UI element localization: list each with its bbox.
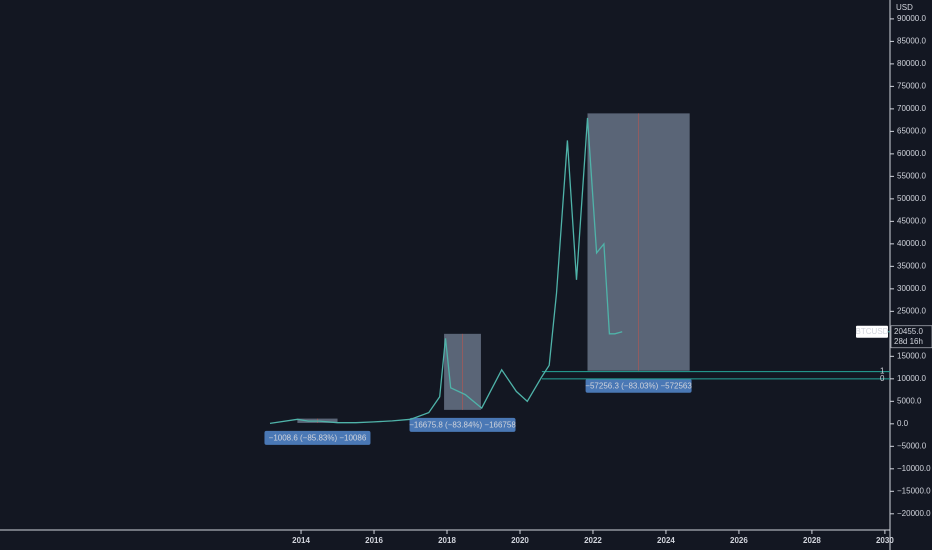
- range-label-box: [409, 417, 516, 432]
- y-tick-label: 0.0: [897, 419, 909, 428]
- symbol-tag: [856, 325, 888, 338]
- x-tick-label: 2020: [511, 536, 529, 545]
- x-tick-label: 2026: [730, 536, 748, 545]
- y-tick-label: 55000.0: [897, 171, 926, 180]
- level-label: 0: [880, 374, 885, 383]
- y-tick-label: 30000.0: [897, 284, 926, 293]
- y-tick-label: −5000.0: [897, 441, 927, 450]
- price-tag: [890, 325, 932, 349]
- range-label-box: [585, 378, 692, 393]
- y-tick-label: 70000.0: [897, 104, 926, 113]
- y-tick-label: −10000.0: [897, 464, 931, 473]
- x-tick-label: 2028: [803, 536, 821, 545]
- price-line: [269, 117, 623, 425]
- y-tick-label: 85000.0: [897, 37, 926, 46]
- y-tick-label: 40000.0: [897, 239, 926, 248]
- y-tick-label: 50000.0: [897, 194, 926, 203]
- y-tick-label: 15000.0: [897, 351, 926, 360]
- y-tick-label: 75000.0: [897, 81, 926, 90]
- level-label: 1: [880, 367, 885, 376]
- y-axis-label: USD: [896, 3, 913, 12]
- x-tick-label: 2030: [876, 536, 894, 545]
- last-price-label: 20455.0: [894, 327, 923, 336]
- y-tick-label: 25000.0: [897, 306, 926, 315]
- y-tick-label: 65000.0: [897, 126, 926, 135]
- range-label-box: [264, 430, 371, 445]
- x-tick-label: 2022: [584, 536, 602, 545]
- y-tick-label: 60000.0: [897, 149, 926, 158]
- y-tick-label: 35000.0: [897, 261, 926, 270]
- range-label: −16675.8 (−83.84%) −166758: [409, 420, 516, 429]
- x-tick-label: 2024: [657, 536, 675, 545]
- range-label: −1008.6 (−85.83%) −10086: [269, 434, 367, 443]
- y-tick-label: 5000.0: [897, 396, 922, 405]
- y-tick-label: 80000.0: [897, 59, 926, 68]
- x-tick-label: 2018: [438, 536, 456, 545]
- countdown-label: 28d 16h: [894, 337, 923, 346]
- y-tick-label: 10000.0: [897, 374, 926, 383]
- y-tick-label: 45000.0: [897, 216, 926, 225]
- range-label: −57256.3 (−83.03%) −572563: [585, 381, 692, 390]
- symbol-name: BTCUSD: [856, 327, 889, 336]
- y-tick-label: 90000.0: [897, 14, 926, 23]
- y-tick-label: −20000.0: [897, 509, 931, 518]
- y-tick-label: −15000.0: [897, 486, 931, 495]
- x-tick-label: 2014: [292, 536, 310, 545]
- x-tick-label: 2016: [365, 536, 383, 545]
